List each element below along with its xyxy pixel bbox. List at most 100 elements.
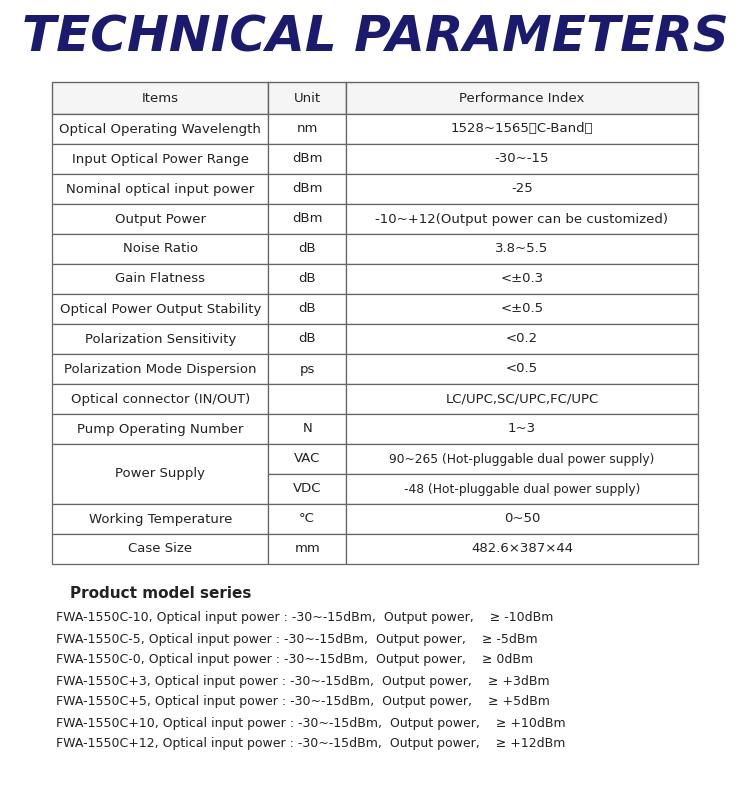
Text: LC/UPC,SC/UPC,FC/UPC: LC/UPC,SC/UPC,FC/UPC	[446, 393, 598, 406]
Bar	[346, 354, 698, 384]
Text: Optical Power Output Stability: Optical Power Output Stability	[59, 302, 261, 315]
Bar	[268, 234, 346, 264]
Bar	[52, 174, 268, 204]
Text: 0~50: 0~50	[504, 513, 540, 526]
Bar	[346, 504, 698, 534]
Bar	[52, 294, 268, 324]
Text: Gain Flatness: Gain Flatness	[116, 273, 206, 286]
Bar	[52, 82, 268, 114]
Text: -48 (Hot-pluggable dual power supply): -48 (Hot-pluggable dual power supply)	[404, 482, 640, 495]
Text: Polarization Mode Dispersion: Polarization Mode Dispersion	[64, 362, 256, 375]
Text: °C: °C	[299, 513, 315, 526]
Text: Working Temperature: Working Temperature	[88, 513, 232, 526]
Text: Case Size: Case Size	[128, 542, 192, 555]
Bar	[346, 174, 698, 204]
Bar	[346, 264, 698, 294]
Bar	[52, 204, 268, 234]
Bar	[268, 264, 346, 294]
Text: -25: -25	[511, 182, 532, 195]
Bar	[268, 534, 346, 564]
Text: FWA-1550C+5, Optical input power : -30~-15dBm,  Output power,    ≥ +5dBm: FWA-1550C+5, Optical input power : -30~-…	[56, 695, 550, 709]
Bar	[268, 82, 346, 114]
Bar	[52, 264, 268, 294]
Bar	[346, 82, 698, 114]
Bar	[346, 534, 698, 564]
Text: Polarization Sensitivity: Polarization Sensitivity	[85, 333, 236, 346]
Text: Noise Ratio: Noise Ratio	[123, 242, 198, 255]
Text: Product model series: Product model series	[70, 586, 251, 602]
Text: dBm: dBm	[292, 213, 322, 226]
Text: <0.2: <0.2	[506, 333, 538, 346]
Bar	[268, 474, 346, 504]
Text: nm: nm	[296, 122, 318, 135]
Bar	[52, 114, 268, 144]
Bar	[268, 504, 346, 534]
Text: N: N	[302, 422, 312, 435]
Bar	[268, 324, 346, 354]
Text: FWA-1550C+3, Optical input power : -30~-15dBm,  Output power,    ≥ +3dBm: FWA-1550C+3, Optical input power : -30~-…	[56, 674, 550, 687]
Bar	[268, 354, 346, 384]
Text: Items: Items	[142, 91, 178, 105]
Text: dBm: dBm	[292, 153, 322, 166]
Text: VDC: VDC	[293, 482, 322, 495]
Bar	[346, 444, 698, 474]
Text: FWA-1550C-5, Optical input power : -30~-15dBm,  Output power,    ≥ -5dBm: FWA-1550C-5, Optical input power : -30~-…	[56, 633, 538, 646]
Bar	[52, 144, 268, 174]
Bar	[346, 324, 698, 354]
Bar	[268, 414, 346, 444]
Bar	[268, 444, 346, 474]
Text: Optical connector (IN/OUT): Optical connector (IN/OUT)	[70, 393, 250, 406]
Text: Pump Operating Number: Pump Operating Number	[77, 422, 244, 435]
Bar	[346, 294, 698, 324]
Bar	[346, 144, 698, 174]
Bar	[52, 384, 268, 414]
Bar	[52, 534, 268, 564]
Text: mm: mm	[294, 542, 320, 555]
Text: FWA-1550C+10, Optical input power : -30~-15dBm,  Output power,    ≥ +10dBm: FWA-1550C+10, Optical input power : -30~…	[56, 717, 566, 730]
Text: <±0.3: <±0.3	[500, 273, 544, 286]
Text: Power Supply: Power Supply	[116, 467, 206, 481]
Text: 90~265 (Hot-pluggable dual power supply): 90~265 (Hot-pluggable dual power supply)	[389, 453, 655, 466]
Text: <0.5: <0.5	[506, 362, 538, 375]
Text: Input Optical Power Range: Input Optical Power Range	[72, 153, 249, 166]
Bar	[52, 444, 268, 504]
Text: ps: ps	[299, 362, 315, 375]
Bar	[346, 384, 698, 414]
Text: Performance Index: Performance Index	[459, 91, 585, 105]
Bar	[346, 114, 698, 144]
Text: 482.6×387×44: 482.6×387×44	[471, 542, 573, 555]
Bar	[268, 384, 346, 414]
Text: FWA-1550C+12, Optical input power : -30~-15dBm,  Output power,    ≥ +12dBm: FWA-1550C+12, Optical input power : -30~…	[56, 738, 566, 750]
Bar	[268, 204, 346, 234]
Bar	[52, 234, 268, 264]
Text: -10~+12(Output power can be customized): -10~+12(Output power can be customized)	[376, 213, 668, 226]
Bar	[268, 144, 346, 174]
Bar	[52, 324, 268, 354]
Bar	[268, 294, 346, 324]
Text: 1528~1565（C-Band）: 1528~1565（C-Band）	[451, 122, 593, 135]
Text: -30~-15: -30~-15	[495, 153, 549, 166]
Bar	[268, 114, 346, 144]
Text: dB: dB	[298, 302, 316, 315]
Bar	[346, 474, 698, 504]
Text: FWA-1550C-0, Optical input power : -30~-15dBm,  Output power,    ≥ 0dBm: FWA-1550C-0, Optical input power : -30~-…	[56, 654, 533, 666]
Text: Unit: Unit	[293, 91, 321, 105]
Text: Nominal optical input power: Nominal optical input power	[66, 182, 254, 195]
Text: dB: dB	[298, 273, 316, 286]
Bar	[52, 414, 268, 444]
Text: dB: dB	[298, 242, 316, 255]
Text: <±0.5: <±0.5	[500, 302, 544, 315]
Text: dB: dB	[298, 333, 316, 346]
Text: 1~3: 1~3	[508, 422, 536, 435]
Bar	[52, 354, 268, 384]
Text: VAC: VAC	[294, 453, 320, 466]
Text: Optical Operating Wavelength: Optical Operating Wavelength	[59, 122, 261, 135]
Bar	[52, 504, 268, 534]
Bar	[346, 204, 698, 234]
Text: FWA-1550C-10, Optical input power : -30~-15dBm,  Output power,    ≥ -10dBm: FWA-1550C-10, Optical input power : -30~…	[56, 611, 554, 625]
Text: dBm: dBm	[292, 182, 322, 195]
Bar	[268, 174, 346, 204]
Bar	[346, 414, 698, 444]
Text: TECHNICAL PARAMETERS: TECHNICAL PARAMETERS	[22, 13, 728, 61]
Text: 3.8~5.5: 3.8~5.5	[495, 242, 548, 255]
